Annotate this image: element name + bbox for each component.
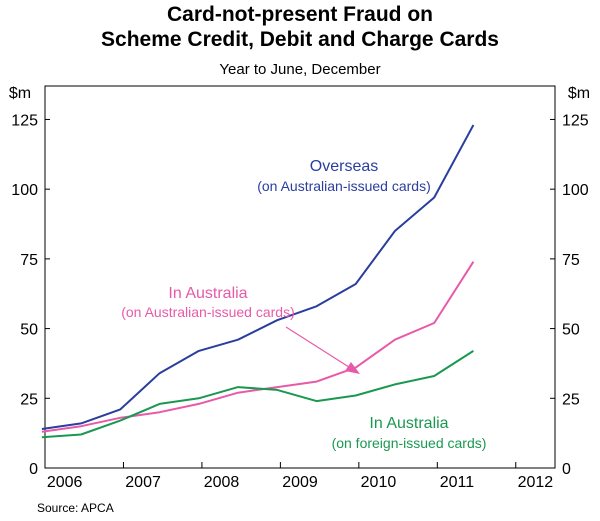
plot-area: 0 0 25 25 50 50 75 75 100 100 125 125 2006 2007 2008 20… — [11, 85, 589, 491]
series-label-overseas: Overseas — [310, 158, 378, 175]
series-line-2 — [41, 261, 475, 433]
y-unit-left: $m — [9, 85, 31, 102]
series-line-3 — [41, 350, 474, 439]
y-tick-label-right: 25 — [562, 391, 580, 408]
x-tick-label: 2006 — [47, 474, 83, 491]
y-tick-label-right: 50 — [562, 322, 580, 339]
series-label-foreign: In Australia — [369, 415, 448, 432]
series-label-in-australia: In Australia — [168, 285, 247, 302]
y-unit-right: $m — [568, 85, 590, 102]
y-tick-label-left: 75 — [20, 252, 38, 269]
y-tick-label-left: 0 — [29, 461, 38, 478]
series-label-overseas-detail: (on Australian-issued cards) — [257, 178, 431, 194]
x-tick-label: 2008 — [204, 474, 240, 491]
chart-title-line1: Card-not-present Fraud on — [167, 3, 433, 26]
x-tick-label: 2012 — [518, 474, 554, 491]
x-tick-label: 2011 — [440, 474, 475, 491]
series-line-1 — [41, 124, 475, 430]
x-tick-label: 2010 — [361, 474, 397, 491]
x-tick-label: 2007 — [125, 474, 161, 491]
chart-title-line2: Scheme Credit, Debit and Charge Cards — [101, 28, 499, 51]
y-tick-label-right: 0 — [562, 461, 571, 478]
annotation-arrowhead — [345, 362, 360, 374]
y-tick-label-right: 75 — [562, 252, 580, 269]
chart-source: Source: APCA — [37, 501, 114, 515]
y-tick-label-right: 125 — [562, 112, 589, 129]
series-label-in-australia-detail: (on Australian-issued cards) — [121, 304, 295, 320]
y-tick-label-left: 125 — [11, 112, 38, 129]
plot-frame — [44, 85, 556, 469]
series-label-foreign-detail: (on foreign-issued cards) — [332, 435, 487, 451]
y-tick-label-left: 25 — [20, 391, 38, 408]
y-tick-label-left: 50 — [20, 322, 38, 339]
y-tick-label-right: 100 — [562, 182, 589, 199]
annotation-arrow-line — [285, 326, 353, 370]
y-tick-label-left: 100 — [11, 182, 38, 199]
x-tick-label: 2009 — [282, 474, 318, 491]
chart-subtitle: Year to June, December — [219, 61, 380, 78]
